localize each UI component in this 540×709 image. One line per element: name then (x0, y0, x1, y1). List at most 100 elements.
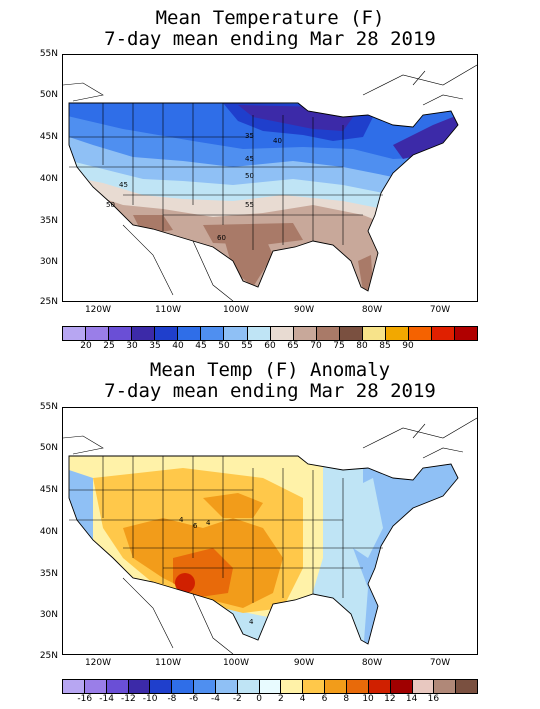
bottom-title-line1: Mean Temp (F) Anomaly (149, 359, 391, 381)
bottom-anomaly-map: 4 6 4 4 (62, 407, 478, 655)
legend-swatch (215, 680, 238, 693)
legend-label: 80 (356, 341, 368, 351)
legend-label: 60 (264, 341, 276, 351)
legend-swatch (412, 680, 435, 693)
legend-label: 0 (256, 694, 262, 704)
legend-swatch (132, 327, 156, 340)
legend-label: -16 (77, 694, 93, 704)
legend-swatch (456, 680, 478, 693)
top-title-line1: Mean Temperature (F) (155, 7, 385, 29)
legend-swatch (434, 680, 457, 693)
legend-label: -12 (121, 694, 136, 704)
legend-swatch (339, 327, 363, 340)
lat-label: 40N (39, 174, 58, 184)
contour-label: 45 (119, 181, 128, 189)
legend-swatch (432, 327, 456, 340)
lat-label: 45N (39, 132, 58, 142)
legend-label: 2 (278, 694, 284, 704)
legend-swatch (455, 327, 478, 340)
legend-swatch (390, 680, 413, 693)
legend-swatch (270, 327, 294, 340)
legend-swatch (86, 327, 110, 340)
legend-swatch (155, 327, 179, 340)
lon-label: 120W (84, 658, 112, 668)
legend-swatch (178, 327, 202, 340)
legend-swatch (303, 680, 326, 693)
legend-swatch (385, 327, 409, 340)
legend-swatch (259, 680, 282, 693)
legend-swatch (201, 327, 225, 340)
legend-label: 12 (384, 694, 396, 704)
bottom-map-title: Mean Temp (F) Anomaly 7-day mean ending … (0, 360, 540, 402)
legend-label: -4 (211, 694, 220, 704)
legend-swatch (84, 680, 107, 693)
lon-label: 90W (293, 658, 315, 668)
legend-label: 65 (287, 341, 299, 351)
legend-label: 45 (195, 341, 207, 351)
bottom-state-borders (68, 455, 459, 645)
legend-label: 35 (149, 341, 161, 351)
contour-label: 6 (193, 522, 198, 530)
legend-swatch (63, 327, 87, 340)
contour-label: 4 (179, 516, 184, 524)
lat-label: 50N (39, 90, 58, 100)
top-temperature-map: 35 40 45 45 50 50 55 60 (62, 54, 478, 302)
legend-label: -14 (99, 694, 114, 704)
legend-label: 85 (379, 341, 391, 351)
legend-swatch (63, 680, 85, 693)
legend-swatch (408, 327, 432, 340)
legend-label: 10 (362, 694, 374, 704)
legend-swatch (325, 680, 347, 693)
top-title-line2: 7-day mean ending Mar 28 2019 (104, 28, 436, 50)
legend-label: 75 (333, 341, 345, 351)
lat-label: 25N (39, 297, 58, 307)
legend-swatch (247, 327, 271, 340)
legend-label: 25 (103, 341, 115, 351)
legend-label: -8 (167, 694, 177, 704)
lat-label: 55N (39, 49, 58, 59)
bottom-title-line2: 7-day mean ending Mar 28 2019 (104, 380, 436, 402)
lon-label: 80W (361, 305, 383, 315)
legend-swatch (128, 680, 151, 693)
contour-label: 40 (273, 137, 282, 145)
lon-label: 110W (154, 658, 182, 668)
lon-label: 70W (429, 658, 451, 668)
legend-label: -6 (189, 694, 199, 704)
legend-swatch (172, 680, 195, 693)
lon-label: 100W (222, 305, 250, 315)
contour-label: 35 (245, 132, 254, 140)
legend-swatch (293, 327, 317, 340)
legend-swatch (150, 680, 173, 693)
lon-label: 120W (84, 305, 112, 315)
lon-label: 80W (361, 658, 383, 668)
top-temperature-fill (69, 103, 458, 291)
legend-label: 6 (321, 694, 328, 704)
legend-swatch (362, 327, 386, 340)
legend-label: -10 (142, 694, 158, 704)
legend-swatch (224, 327, 248, 340)
contour-label: 55 (245, 201, 254, 209)
contour-label: 4 (206, 519, 211, 527)
contour-label: 50 (245, 172, 254, 180)
lat-label: 50N (39, 443, 58, 453)
lon-label: 70W (429, 305, 451, 315)
lat-label: 45N (39, 485, 58, 495)
bottom-coastlines (63, 417, 477, 654)
lon-label: 90W (293, 305, 315, 315)
contour-label: 4 (249, 618, 254, 626)
legend-label: -2 (232, 694, 242, 704)
legend-swatch (281, 680, 304, 693)
lat-label: 55N (39, 402, 58, 412)
lat-label: 25N (39, 651, 58, 661)
top-color-legend (62, 326, 478, 341)
legend-swatch (237, 680, 260, 693)
contour-label: 60 (217, 234, 226, 242)
bottom-color-legend (62, 679, 478, 694)
lat-label: 30N (39, 610, 58, 620)
lat-label: 40N (39, 527, 58, 537)
lon-label: 100W (222, 658, 250, 668)
legend-label: 20 (80, 341, 92, 351)
legend-label: 8 (343, 694, 350, 704)
lon-label: 110W (154, 305, 182, 315)
legend-swatch (368, 680, 391, 693)
